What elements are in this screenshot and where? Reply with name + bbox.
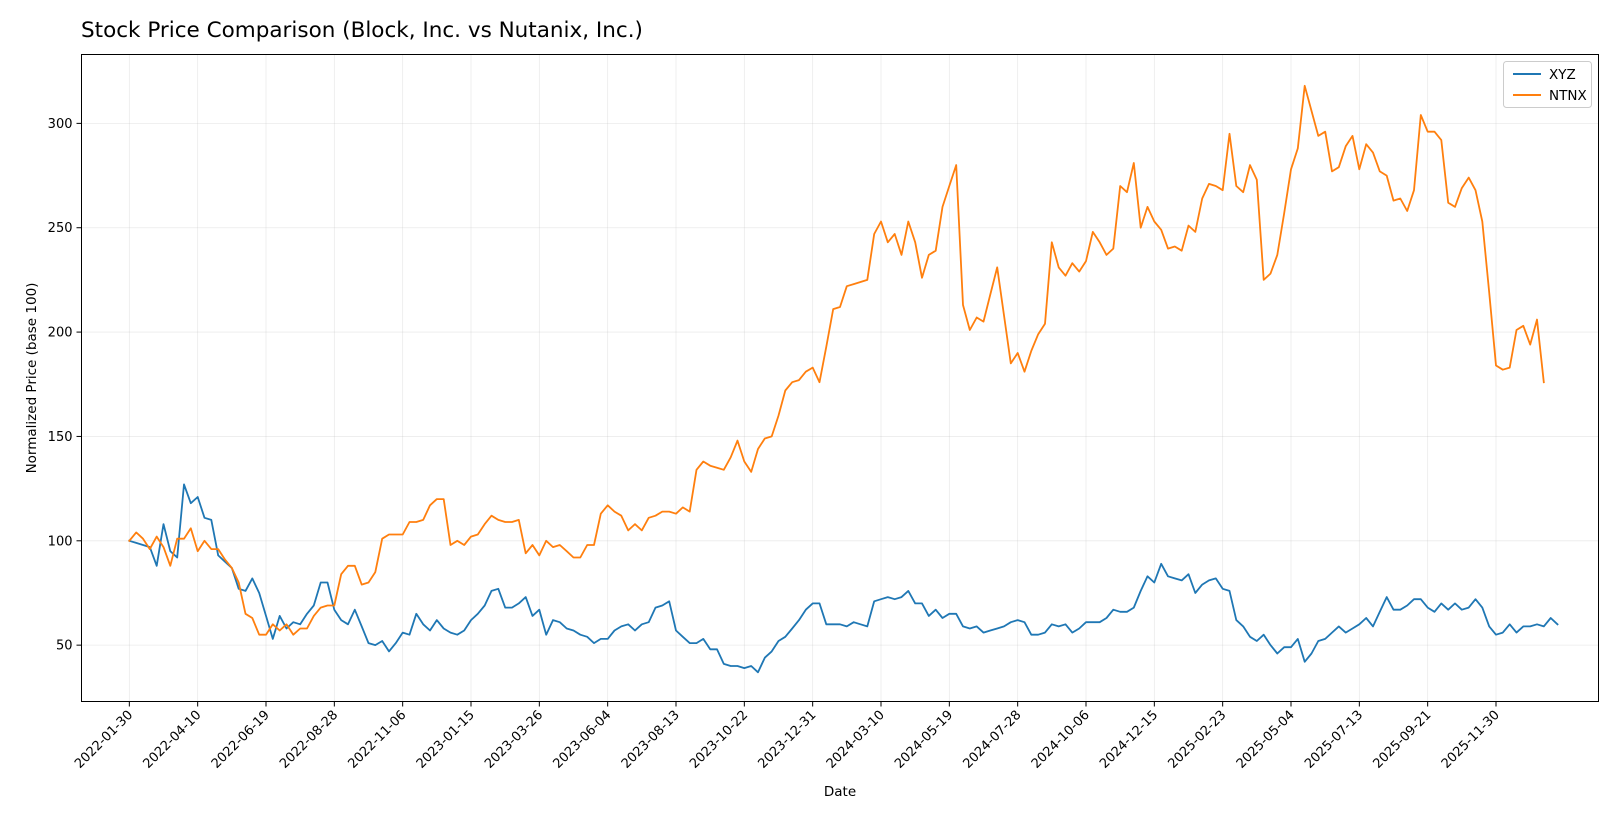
y-tick-label: 250 — [48, 221, 73, 236]
x-axis: 2022-01-30 2022-04-10 2022-06-19 2022-08-28… — [72, 701, 1503, 772]
x-tick-label: 2023-06-04 — [550, 708, 614, 772]
x-tick-label: 2025-09-21 — [1370, 708, 1434, 772]
x-tick-label: 2024-05-19 — [892, 708, 956, 772]
x-tick-label: 2022-06-19 — [209, 708, 273, 772]
x-tick-label: 2022-01-30 — [72, 708, 136, 772]
x-tick-label: 2022-08-28 — [277, 708, 341, 772]
x-tick-label: 2025-07-13 — [1302, 708, 1366, 772]
y-tick-label: 150 — [48, 430, 73, 445]
x-tick-label: 2022-11-06 — [345, 708, 409, 772]
x-tick-label: 2022-04-10 — [140, 708, 204, 772]
y-tick-label: 100 — [48, 534, 73, 549]
series-line-ntnx — [128, 84, 1545, 636]
x-tick-label: 2024-10-06 — [1029, 708, 1093, 772]
x-tick-label: 2024-07-28 — [960, 708, 1024, 772]
x-tick-label: 2025-05-04 — [1234, 708, 1298, 772]
x-tick-label: 2025-02-23 — [1165, 708, 1229, 772]
y-axis-label: Normalized Price (base 100) — [24, 283, 40, 474]
legend-label-ntnx: NTNX — [1549, 88, 1587, 104]
x-tick-label: 2023-10-22 — [687, 708, 751, 772]
y-tick-label: 50 — [56, 639, 73, 654]
grid — [81, 54, 1599, 702]
x-tick-label: 2023-08-13 — [619, 708, 683, 772]
x-tick-label: 2024-12-15 — [1097, 708, 1161, 772]
x-tick-label: 2025-11-30 — [1439, 708, 1503, 772]
legend: XYZ NTNX — [1503, 61, 1592, 108]
x-tick-label: 2023-03-26 — [482, 708, 546, 772]
legend-label-xyz: XYZ — [1549, 67, 1576, 83]
chart-title: Stock Price Comparison (Block, Inc. vs N… — [81, 18, 643, 43]
x-tick-label: 2023-12-31 — [755, 708, 819, 772]
y-axis: 50 100 150 200 250 300 — [48, 117, 82, 654]
x-axis-label: Date — [824, 784, 856, 800]
series-lines — [128, 84, 1559, 674]
series-line-xyz — [128, 483, 1559, 674]
y-tick-label: 200 — [48, 326, 73, 341]
y-tick-label: 300 — [48, 117, 73, 132]
x-tick-label: 2023-01-15 — [414, 708, 478, 772]
x-tick-label: 2024-03-10 — [824, 708, 888, 772]
plot-area-frame — [81, 54, 1599, 702]
